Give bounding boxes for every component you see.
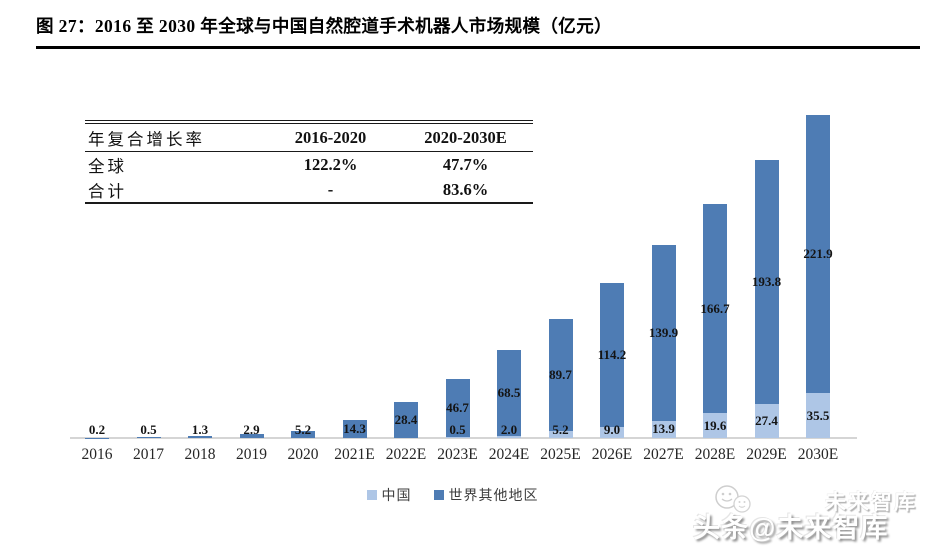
bar-segment-world bbox=[136, 437, 161, 438]
bar-segment-world bbox=[651, 245, 676, 421]
legend-swatch bbox=[366, 490, 377, 500]
bar-segment-world bbox=[291, 431, 315, 438]
table-header-2016-2020: 2016-2020 bbox=[263, 124, 398, 152]
category-label: 2027E bbox=[643, 446, 684, 463]
bar-segment-china bbox=[497, 435, 521, 438]
category-label: 2016 bbox=[81, 446, 113, 463]
bar-segment-china bbox=[445, 437, 470, 438]
value-label: 193.8 bbox=[751, 274, 782, 290]
category-label: 2029E bbox=[746, 446, 787, 463]
bar-segment-world bbox=[806, 115, 830, 394]
bar-segment-world bbox=[445, 378, 470, 438]
bar-segment-world bbox=[239, 434, 264, 438]
cagr-table: 年复合增长率 2016-2020 2020-2030E 全球 122.2% 47… bbox=[85, 120, 533, 204]
bar-segment-world bbox=[703, 204, 727, 414]
value-label: 1.3 bbox=[191, 422, 209, 437]
legend-item: 世界其他地区 bbox=[433, 485, 539, 505]
table-header-metric: 年复合增长率 bbox=[85, 124, 263, 152]
value-label: 2.9 bbox=[243, 422, 260, 437]
bar-segment-china bbox=[548, 431, 573, 438]
legend-label: 世界其他地区 bbox=[448, 489, 539, 504]
value-label: 19.6 bbox=[703, 417, 727, 433]
value-label: 27.4 bbox=[755, 412, 778, 428]
title-divider bbox=[36, 46, 920, 49]
category-label: 2028E bbox=[694, 446, 736, 463]
table-row-global-value-2: 47.7% bbox=[442, 154, 489, 174]
x-axis-line bbox=[70, 437, 857, 439]
bar-segment-china bbox=[651, 420, 676, 438]
category-label: 2026E bbox=[591, 446, 633, 463]
value-label: 28.4 bbox=[394, 412, 418, 428]
bar-segment-world bbox=[342, 420, 367, 438]
bar-segment-china bbox=[806, 393, 830, 438]
value-label: 166.7 bbox=[700, 300, 730, 316]
value-label: 2.0 bbox=[500, 422, 518, 437]
bar-segment-china bbox=[600, 426, 624, 438]
bar-segment-world bbox=[548, 318, 573, 432]
category-label: 2024E bbox=[488, 446, 530, 463]
value-label: 114.2 bbox=[597, 347, 627, 363]
bar-segment-world bbox=[394, 402, 418, 438]
category-label: 2019 bbox=[236, 446, 267, 463]
figure-title: 图 27：2016 至 2030 年全球与中国自然腔道手术机器人市场规模（亿元） bbox=[36, 16, 612, 36]
value-label: 221.9 bbox=[803, 246, 833, 262]
bar-segment-world bbox=[600, 283, 624, 427]
value-label: 5.2 bbox=[294, 422, 312, 437]
category-label: 2022E bbox=[385, 446, 427, 463]
bar-segment-world bbox=[497, 349, 521, 436]
bar-segment-world bbox=[754, 160, 779, 404]
legend-label: 中国 bbox=[381, 489, 412, 504]
bar-segment-world bbox=[188, 436, 212, 438]
value-label: 13.9 bbox=[652, 421, 675, 437]
table-row-total-label: 合计 bbox=[88, 181, 127, 201]
table-row-global-value-1: 122.2% bbox=[303, 154, 358, 174]
value-label: 0.2 bbox=[88, 422, 106, 437]
table-row-total-value-2: 83.6% bbox=[442, 179, 489, 199]
value-label: 89.7 bbox=[549, 367, 572, 383]
category-label: 2023E bbox=[437, 446, 478, 463]
category-label: 2030E bbox=[797, 446, 839, 463]
table-row-total-value-1: - bbox=[327, 179, 334, 199]
bar-segment-china bbox=[754, 403, 779, 438]
value-label: 0.5 bbox=[140, 422, 157, 437]
chart-legend: 中国 世界其他地区 bbox=[0, 485, 905, 505]
legend-item: 中国 bbox=[366, 485, 412, 505]
value-label: 5.2 bbox=[552, 422, 569, 437]
category-label: 2018 bbox=[184, 446, 216, 463]
value-label: 46.7 bbox=[446, 400, 469, 416]
table-row-global-label: 全球 bbox=[88, 156, 127, 176]
value-label: 0.5 bbox=[449, 422, 466, 437]
value-label: 139.9 bbox=[648, 324, 679, 340]
bar-segment-china bbox=[703, 413, 727, 438]
category-label: 2021E bbox=[334, 446, 375, 463]
category-label: 2020 bbox=[287, 446, 319, 463]
value-label: 35.5 bbox=[806, 407, 830, 423]
category-label: 2025E bbox=[540, 446, 581, 463]
table-header-2020-2030e: 2020-2030E bbox=[398, 124, 533, 152]
legend-swatch bbox=[433, 490, 444, 500]
value-label: 9.0 bbox=[603, 422, 621, 437]
category-label: 2017 bbox=[133, 446, 164, 463]
value-label: 14.3 bbox=[343, 421, 366, 437]
value-label: 68.5 bbox=[497, 384, 521, 400]
